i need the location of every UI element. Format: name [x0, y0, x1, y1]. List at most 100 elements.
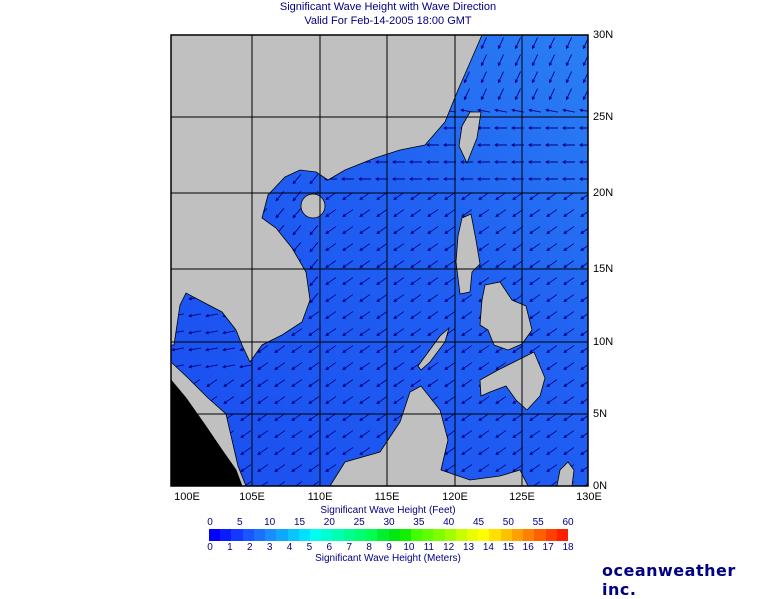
wave-direction-arrow: [359, 209, 371, 217]
wave-direction-arrow: [291, 362, 303, 370]
wave-direction-arrow: [477, 108, 490, 113]
colorbar-swatch: [534, 529, 546, 541]
wave-direction-arrow: [529, 226, 541, 234]
land-sumatra: [171, 379, 243, 486]
wave-direction-arrow: [477, 177, 490, 181]
wave-direction-arrow: [443, 177, 456, 181]
wave-direction-arrow: [257, 345, 269, 353]
wave-direction-arrow: [274, 413, 286, 421]
colorbar-tick: 9: [386, 542, 392, 553]
colorbar-swatch: [545, 529, 557, 541]
wave-direction-arrow: [478, 260, 490, 268]
wave-direction-arrow: [223, 396, 235, 404]
wave-direction-arrow: [342, 413, 354, 421]
wave-direction-arrow: [257, 430, 269, 438]
wave-direction-arrow: [512, 413, 524, 421]
wave-direction-arrow: [461, 379, 473, 387]
wave-direction-arrow: [563, 430, 575, 438]
wave-direction-arrow: [410, 260, 422, 268]
wave-direction-arrow: [171, 347, 184, 352]
wave-direction-arrow: [478, 226, 490, 234]
lon-label: 125E: [509, 491, 535, 503]
colorbar-swatch: [455, 529, 468, 541]
wave-direction-arrow: [325, 226, 337, 234]
wave-direction-arrow: [342, 311, 354, 319]
wave-direction-arrow: [427, 243, 439, 251]
wave-direction-arrow: [546, 294, 558, 302]
colorbar-tick: 14: [482, 542, 494, 553]
wave-direction-arrow: [376, 430, 388, 438]
wave-direction-arrow: [580, 347, 588, 353]
wave-direction-arrow: [478, 396, 490, 404]
wave-direction-arrow: [563, 396, 575, 404]
wave-direction-arrow: [461, 362, 473, 370]
wave-direction-arrow: [580, 449, 588, 455]
wave-direction-arrow: [342, 345, 354, 353]
wave-direction-arrow: [427, 379, 439, 387]
wave-direction-arrow: [376, 243, 388, 251]
colorbar-tick: 12: [443, 542, 455, 553]
wave-direction-arrow: [309, 276, 319, 287]
wave-direction-arrow: [478, 277, 490, 285]
lat-label: 15N: [593, 263, 614, 275]
wave-direction-arrow: [376, 413, 388, 421]
wave-direction-arrow: [274, 430, 286, 438]
wave-direction-arrow: [427, 362, 439, 370]
wave-direction-arrow: [548, 54, 555, 67]
wave-direction-arrow: [579, 160, 588, 164]
wave-direction-arrow: [546, 345, 558, 353]
land-mindanao: [479, 351, 546, 411]
wave-direction-arrow: [563, 209, 575, 217]
wave-direction-arrow: [274, 345, 286, 353]
wave-direction-arrow: [342, 328, 354, 336]
wave-direction-arrow: [563, 379, 575, 387]
colorbar-swatch: [366, 529, 378, 541]
wave-direction-arrow: [342, 260, 354, 268]
map-title: Significant Wave Height with Wave Direct…: [279, 1, 497, 13]
wave-direction-arrow: [342, 379, 354, 387]
wave-direction-arrow: [393, 243, 405, 251]
wave-direction-arrow: [512, 277, 524, 285]
wave-direction-arrow: [359, 362, 371, 370]
wave-direction-arrow: [514, 54, 521, 67]
wave-direction-arrow: [495, 226, 507, 234]
wave-direction-arrow: [376, 277, 388, 285]
wave-direction-arrow: [427, 328, 439, 336]
wave-direction-arrow: [291, 413, 303, 421]
wave-direction-arrow: [495, 362, 507, 370]
lat-label: 10N: [593, 336, 614, 348]
wave-direction-arrow: [291, 447, 303, 455]
wave-direction-arrow: [497, 88, 504, 101]
wave-direction-arrow: [240, 379, 252, 387]
lon-label: 100E: [174, 491, 200, 503]
wave-direction-arrow: [563, 294, 575, 302]
wave-direction-arrow: [376, 311, 388, 319]
colorbar-swatch: [410, 529, 423, 541]
wave-direction-arrow: [308, 311, 320, 319]
wave-direction-arrow: [444, 277, 456, 285]
wave-direction-arrow: [393, 192, 405, 200]
wave-direction-arrow: [478, 362, 490, 370]
wave-direction-arrow: [427, 277, 439, 285]
wave-direction-arrow: [257, 396, 269, 404]
colorbar-feet-title: Significant Wave Height (Feet): [320, 505, 456, 516]
wave-direction-arrow: [495, 430, 507, 438]
wave-direction-arrow: [393, 379, 405, 387]
lat-label: 0N: [593, 480, 608, 492]
wave-direction-arrow: [359, 345, 371, 353]
wave-direction-arrow: [529, 311, 541, 319]
colorbar-tick: 55: [532, 517, 544, 528]
wave-direction-arrow: [205, 313, 218, 318]
wave-direction-arrow: [580, 194, 588, 200]
wave-direction-arrow: [325, 362, 337, 370]
wave-direction-arrow: [494, 108, 507, 113]
wave-direction-arrow: [529, 413, 541, 421]
wave-direction-arrow: [359, 277, 371, 285]
wave-direction-arrow: [291, 345, 303, 353]
wave-direction-arrow: [443, 126, 456, 130]
wave-direction-arrow: [562, 177, 575, 181]
wave-direction-arrow: [359, 396, 371, 404]
colorbar-tick: 60: [562, 517, 574, 528]
wave-direction-arrow: [494, 160, 507, 164]
wave-direction-arrow: [444, 379, 456, 387]
